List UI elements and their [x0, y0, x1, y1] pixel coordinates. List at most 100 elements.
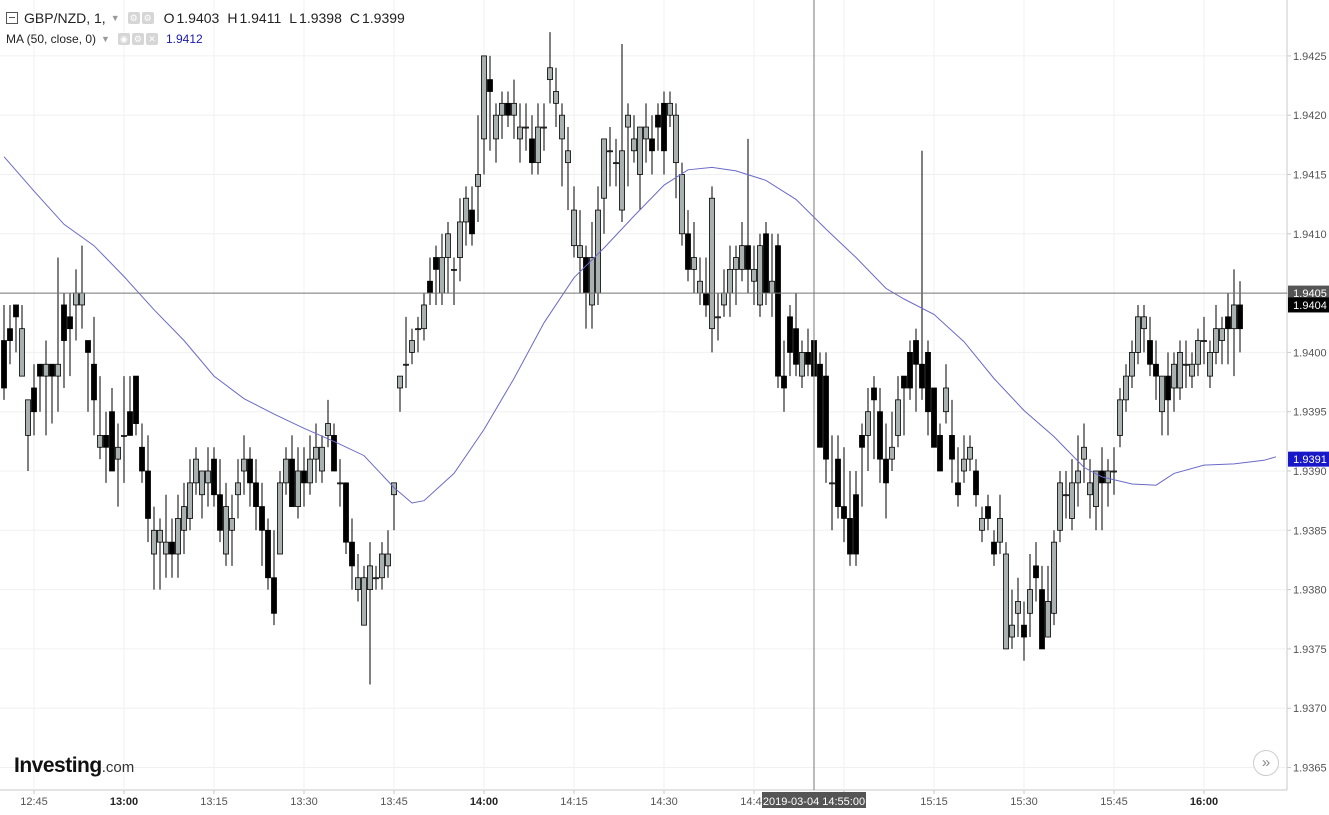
price-axis[interactable]: 1.9425 1.9420 1.9415 1.9410 1.9405 1.9400 1.93… — [1287, 51, 1327, 775]
symbol-label[interactable]: GBP/NZD, 1, — [24, 10, 106, 26]
candle-body — [367, 565, 373, 591]
candle — [247, 447, 253, 507]
gear-icon[interactable]: ⚙ — [141, 12, 154, 24]
candle — [691, 221, 697, 294]
candle — [361, 565, 367, 626]
candle — [775, 233, 781, 388]
collapse-icon[interactable] — [6, 12, 18, 24]
x-tick-label: 15:45 — [1100, 796, 1128, 808]
candle-body — [787, 316, 793, 353]
y-tick-label: 1.9415 — [1293, 170, 1327, 182]
candle — [631, 115, 637, 163]
candle-body — [643, 126, 649, 140]
candle-body — [937, 435, 943, 472]
candle-body — [691, 257, 697, 270]
candle-body — [559, 114, 565, 140]
candle — [187, 459, 193, 531]
candle-body — [565, 150, 571, 164]
candle — [481, 55, 487, 175]
candle — [667, 91, 673, 128]
candle — [739, 221, 745, 282]
candle — [1051, 530, 1057, 626]
candle — [625, 103, 631, 187]
candle — [577, 210, 583, 294]
ma-price-label: 1.9391 — [1293, 454, 1327, 466]
candle-body — [781, 375, 787, 389]
candle — [697, 257, 703, 305]
chevron-down-icon[interactable]: ▼ — [110, 13, 120, 23]
candle — [1093, 470, 1099, 531]
eye-icon[interactable]: ◉ — [117, 33, 130, 45]
candle-body — [763, 233, 769, 294]
candle-body — [991, 541, 997, 555]
candle — [151, 506, 157, 590]
time-axis[interactable]: 12:45 13:00 13:15 13:30 13:45 14:00 14:15 14:30… — [20, 790, 1218, 808]
candle-body — [673, 114, 679, 164]
candle — [607, 127, 613, 187]
close-key: C — [349, 10, 360, 26]
indicator-label[interactable]: MA (50, close, 0) — [6, 32, 97, 46]
candle-body — [1183, 363, 1189, 366]
candle-body — [775, 245, 781, 377]
candle — [1045, 565, 1051, 638]
low-value: 1.9398 — [299, 10, 342, 26]
candle — [319, 435, 325, 483]
y-tick-label: 1.9425 — [1293, 51, 1327, 63]
candle-body — [1027, 589, 1033, 614]
candle — [73, 269, 79, 341]
candle — [1165, 352, 1171, 436]
candle-body — [1201, 340, 1207, 342]
chevron-down-icon[interactable]: ▼ — [101, 34, 110, 44]
candle — [565, 127, 571, 211]
scroll-right-icon[interactable]: » — [1253, 750, 1279, 776]
candle-body — [19, 328, 25, 377]
candle-body — [103, 435, 109, 448]
candle-body — [523, 126, 529, 129]
candle — [967, 435, 973, 471]
candle-body — [817, 363, 823, 448]
high-value: 1.9411 — [239, 10, 282, 26]
candle — [121, 376, 127, 483]
close-icon[interactable]: ✕ — [145, 33, 158, 45]
candle-body — [445, 233, 451, 258]
settings-icon[interactable]: ⚙ — [127, 12, 140, 24]
candle-body — [799, 351, 805, 377]
candle — [253, 459, 259, 531]
candle-body — [475, 174, 481, 187]
candle — [457, 198, 463, 282]
candle-body — [1021, 624, 1027, 638]
candle — [547, 32, 553, 104]
settings-icon[interactable]: ⚙ — [131, 33, 144, 45]
candle — [937, 423, 943, 472]
candle-body — [631, 138, 637, 152]
candle — [1141, 304, 1147, 353]
x-tick-label: 13:45 — [380, 796, 408, 808]
x-tick-label: 16:00 — [1190, 796, 1218, 808]
candle-body — [637, 126, 643, 175]
candle — [55, 257, 61, 412]
candle-body — [1045, 601, 1051, 638]
candle-body — [985, 506, 991, 519]
candle-body — [373, 577, 379, 580]
candle-body — [535, 126, 541, 164]
candle — [1033, 542, 1039, 602]
candle-body — [1135, 316, 1141, 353]
candle — [553, 67, 559, 128]
candle — [1231, 269, 1237, 377]
candle — [499, 91, 505, 139]
candle — [157, 518, 163, 590]
crosshair — [0, 0, 1287, 790]
candle — [67, 293, 73, 377]
candle-body — [979, 518, 985, 531]
candle — [973, 459, 979, 507]
candle — [469, 186, 475, 246]
candle — [403, 316, 409, 388]
y-tick-label: 1.9390 — [1293, 466, 1327, 478]
candle-body — [7, 328, 13, 341]
candle — [211, 447, 217, 507]
candle-body — [805, 351, 811, 365]
candle — [745, 138, 751, 294]
candle — [919, 150, 925, 400]
